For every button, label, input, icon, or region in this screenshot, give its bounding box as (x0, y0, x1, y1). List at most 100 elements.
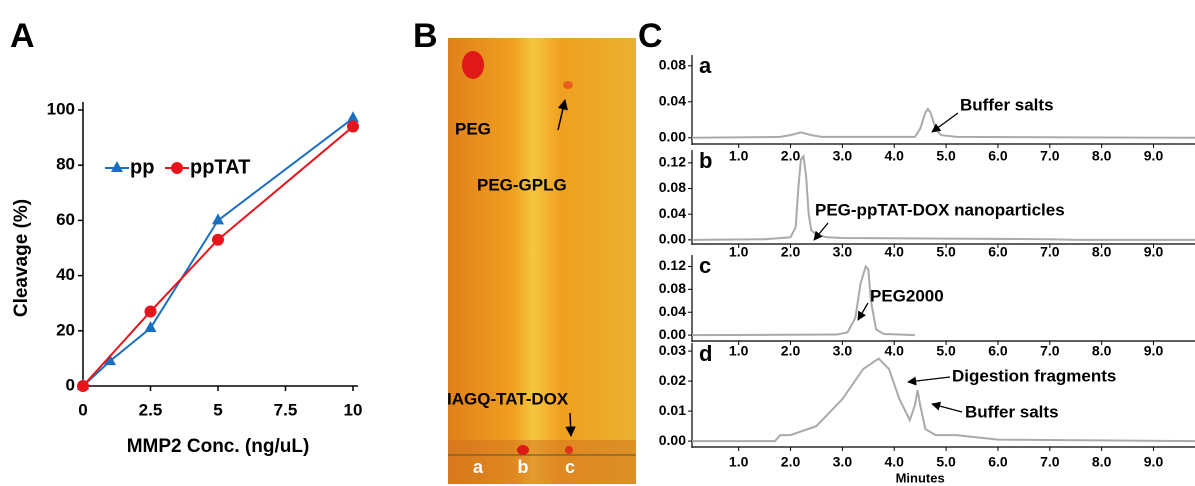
subplot-label: d (699, 341, 712, 366)
y-tick-label: 20 (56, 320, 75, 339)
x-tick-label: 7.5 (274, 400, 298, 419)
x-tick-label: 9.0 (1144, 244, 1164, 260)
y-tick-label: 0.00 (659, 326, 686, 342)
marker (104, 354, 116, 366)
x-tick-label: 1.0 (729, 244, 749, 260)
series-line (82, 125, 354, 387)
x-tick-label: 8.0 (1092, 454, 1112, 470)
x-tick-label: 6.0 (988, 343, 1008, 359)
x-tick-label: 3.0 (833, 244, 853, 260)
annotation-arrow (813, 222, 829, 241)
subplot-label: a (699, 53, 712, 78)
trace (691, 107, 1195, 139)
x-tick-label: 2.0 (781, 343, 801, 359)
y-tick-label: 0.12 (659, 154, 686, 170)
lane-label: a (473, 457, 484, 477)
x-tick-label: 4.0 (885, 148, 905, 164)
lane-label: c (565, 457, 575, 477)
x-tick-label: 5.0 (936, 343, 956, 359)
y-tick-label: 0.04 (659, 205, 686, 221)
annotation: Buffer salts (965, 402, 1059, 421)
panel-label: C (638, 17, 663, 55)
x-tick-label: 10 (344, 400, 363, 419)
annotation-arrow (931, 112, 959, 133)
y-tick-label: 0.04 (659, 93, 686, 109)
trace (691, 264, 916, 337)
x-tick-label: 3.0 (833, 343, 853, 359)
x-tick-label: 9.0 (1144, 148, 1164, 164)
x-tick-label: 8.0 (1092, 148, 1112, 164)
y-tick-label: 60 (56, 210, 75, 229)
lane-label: b (518, 457, 529, 477)
x-tick-label: 7.0 (1040, 148, 1060, 164)
x-tick-label: 9.0 (1144, 454, 1164, 470)
annotation-arrow (857, 302, 869, 321)
x-tick-label: 8.0 (1092, 343, 1112, 359)
x-tick-label: 7.0 (1040, 244, 1060, 260)
x-tick-label: 1.0 (729, 343, 749, 359)
spot-label: IAGQ-TAT-DOX (447, 389, 569, 408)
annotation: PEG2000 (870, 286, 944, 305)
legend-marker (111, 161, 123, 172)
x-tick-label: 5.0 (936, 454, 956, 470)
trace (692, 357, 1195, 443)
marker (144, 305, 157, 318)
legend-marker (171, 162, 183, 174)
x-tick-label: 6.0 (988, 148, 1008, 164)
y-tick-label: 0.00 (659, 129, 686, 145)
y-tick-label: 0.08 (659, 179, 686, 195)
y-tick-label: 0.03 (659, 342, 686, 358)
x-tick-label: 6.0 (988, 454, 1008, 470)
subplot-label: b (699, 148, 712, 173)
y-tick-label: 0.00 (659, 231, 686, 247)
y-axis-label: Cleavage (%) (11, 199, 32, 317)
y-tick-label: 0.04 (659, 303, 686, 319)
x-tick-label: 5.0 (936, 148, 956, 164)
tlc-plate: PEG PEG-GPLG IAGQ-TAT-DOX a b c (447, 38, 636, 484)
x-tick-label: 4.0 (885, 454, 905, 470)
x-tick-label: 1.0 (729, 148, 749, 164)
y-tick-label: 80 (56, 155, 75, 174)
panel-label: B (413, 17, 438, 55)
x-tick-label: 3.0 (833, 454, 853, 470)
x-tick-label: 4.0 (885, 244, 905, 260)
marker (212, 233, 224, 246)
x-tick-label: 5 (213, 400, 222, 419)
marker (77, 380, 89, 392)
marker (212, 213, 224, 225)
x-tick-label: 7.0 (1040, 454, 1060, 470)
x-tick-label: 8.0 (1092, 244, 1112, 260)
spot-label: PEG-GPLG (477, 175, 567, 194)
x-tick-label: 6.0 (988, 244, 1008, 260)
y-tick-label: 0 (66, 375, 75, 394)
subplot-label: c (699, 253, 711, 278)
y-tick-label: 0.12 (659, 257, 686, 273)
y-tick-label: 0.01 (659, 402, 686, 418)
annotation: Buffer salts (960, 95, 1054, 114)
annotation-arrow (931, 401, 963, 413)
trace (691, 153, 1195, 241)
legend-label: ppTAT (190, 156, 250, 178)
panel-label: A (10, 17, 35, 55)
x-tick-label: 7.0 (1040, 343, 1060, 359)
y-tick-label: 0.00 (659, 432, 686, 448)
x-tick-label: 0 (78, 400, 87, 419)
x-tick-label: 5.0 (936, 244, 956, 260)
x-tick-label: 1.0 (729, 454, 749, 470)
y-tick-label: 0.08 (659, 280, 686, 296)
y-tick-label: 100 (47, 99, 75, 118)
legend-label: pp (130, 156, 154, 178)
x-tick-label: 4.0 (885, 343, 905, 359)
annotation: PEG-ppTAT-DOX nanoparticles (815, 200, 1065, 219)
x-tick-label: 9.0 (1144, 343, 1164, 359)
marker (144, 321, 157, 333)
marker (347, 120, 359, 133)
y-tick-label: 40 (56, 265, 75, 284)
x-tick-label: 2.0 (781, 148, 801, 164)
y-tick-label: 0.08 (659, 57, 686, 73)
x-axis-label: MMP2 Conc. (ng/uL) (127, 436, 310, 457)
annotation-arrow (907, 376, 951, 386)
x-tick-label: 2.5 (139, 400, 163, 419)
marker (347, 111, 359, 123)
annotation: Digestion fragments (952, 366, 1116, 385)
